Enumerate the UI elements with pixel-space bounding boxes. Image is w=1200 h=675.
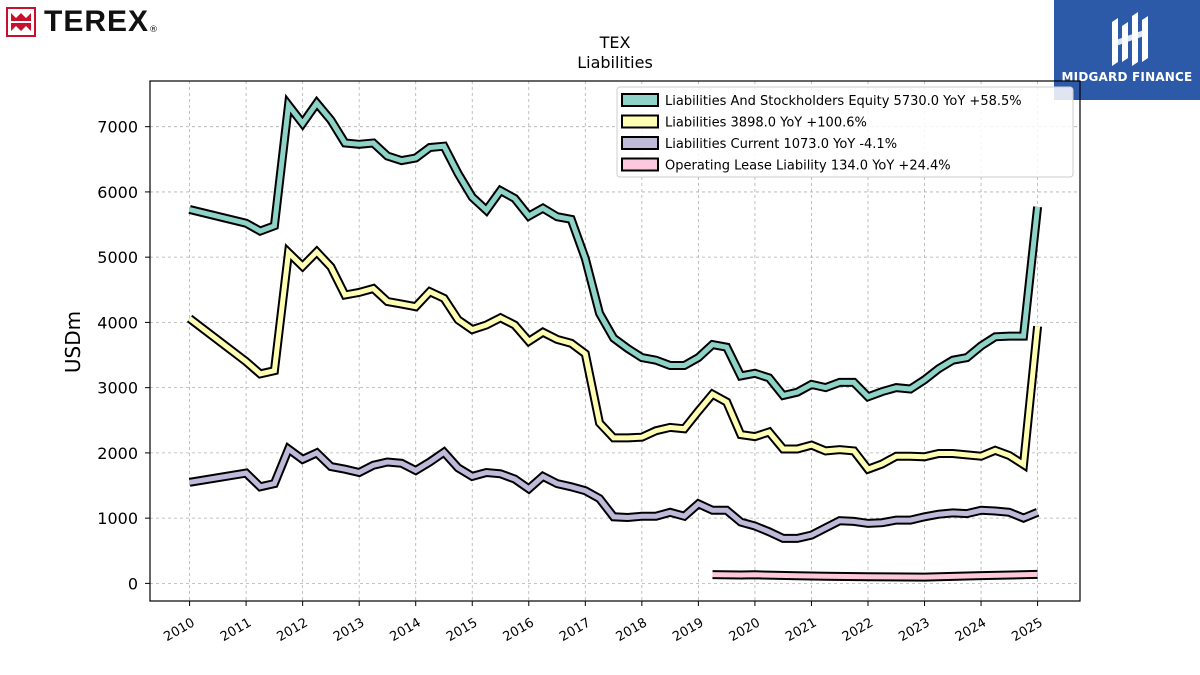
x-tick-label: 2012 — [274, 615, 310, 645]
series-layer — [186, 93, 1043, 582]
x-tick-label: 2015 — [444, 615, 480, 645]
legend-label: Liabilities 3898.0 YoY +100.6% — [665, 116, 867, 131]
series-3 — [188, 441, 1040, 543]
y-tick-label: 0 — [128, 574, 138, 593]
registered-mark: ® — [149, 25, 159, 35]
x-tick-label: 2021 — [783, 615, 819, 645]
legend-swatch — [621, 157, 659, 172]
chart-subtitle: Liabilities — [577, 53, 653, 72]
series-line — [712, 571, 1038, 580]
legend-swatch — [621, 114, 659, 129]
series-line-outline — [188, 441, 1040, 543]
x-tick-label: 2013 — [331, 615, 367, 645]
legend-box — [616, 86, 1074, 178]
x-tick-label: 2011 — [218, 615, 254, 645]
y-axis-label: USDm — [61, 311, 85, 373]
series-1 — [188, 93, 1043, 403]
terex-logo: TEREX ® — [6, 6, 158, 38]
legend-swatch — [621, 136, 659, 150]
y-tick-label: 5000 — [97, 248, 138, 267]
y-tick-label: 2000 — [97, 444, 138, 463]
y-tick-label: 3000 — [97, 379, 138, 398]
x-tick-label: 2014 — [388, 615, 424, 645]
x-tick-label: 2019 — [670, 615, 706, 645]
y-tick-label: 7000 — [97, 118, 138, 137]
series-line — [189, 445, 1039, 541]
legend-label: Liabilities Current 1073.0 YoY -4.1% — [665, 137, 897, 152]
series-2 — [186, 243, 1043, 475]
y-tick-label: 4000 — [97, 313, 138, 332]
brand-name: TEREX — [44, 5, 150, 38]
x-tick-label: 2020 — [727, 615, 763, 645]
series-line — [188, 247, 1041, 473]
badge-text: MIDGARD FINANCE — [1061, 70, 1193, 84]
x-tick-label: 2018 — [614, 615, 650, 645]
x-tick-label: 2025 — [1009, 615, 1045, 645]
plot-frame — [149, 80, 1081, 602]
legend-label: Operating Lease Liability 134.0 YoY +24.… — [665, 159, 951, 174]
x-tick-label: 2010 — [161, 615, 197, 645]
x-tick-label: 2023 — [896, 615, 932, 645]
y-tick-label: 1000 — [97, 509, 138, 528]
legend: Liabilities And Stockholders Equity 5730… — [616, 86, 1074, 178]
terex-crown-icon — [6, 7, 36, 37]
series-line — [189, 98, 1041, 400]
axis-layer: 0 1000 2000 3000 4000 5000 6000 7000 2010 2011 201… — [97, 118, 1045, 645]
x-tick-label: 2024 — [953, 615, 989, 645]
legend-swatch — [621, 93, 659, 107]
midgard-logo-icon — [1112, 12, 1148, 66]
legend-label: Liabilities And Stockholders Equity 5730… — [665, 94, 1022, 109]
midgard-finance-badge: MIDGARD FINANCE — [1054, 0, 1200, 100]
x-tick-label: 2017 — [557, 615, 593, 645]
chart-title: TEX — [599, 33, 631, 52]
x-tick-label: 2016 — [501, 615, 537, 645]
x-tick-label: 2022 — [840, 615, 876, 645]
y-tick-label: 6000 — [97, 183, 138, 202]
series-4 — [712, 569, 1038, 582]
